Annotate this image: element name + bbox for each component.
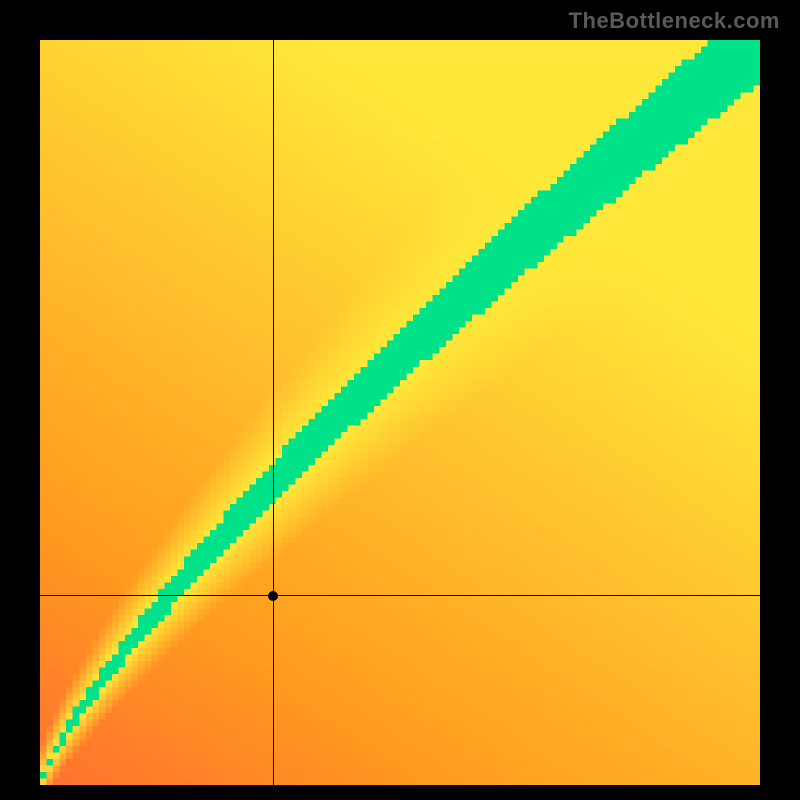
crosshair-horizontal [40,595,760,596]
watermark-text: TheBottleneck.com [569,8,780,34]
heatmap-canvas [40,40,760,785]
crosshair-vertical [273,40,274,785]
outer-frame: TheBottleneck.com [0,0,800,800]
crosshair-dot [268,591,278,601]
heatmap-plot [40,40,760,785]
